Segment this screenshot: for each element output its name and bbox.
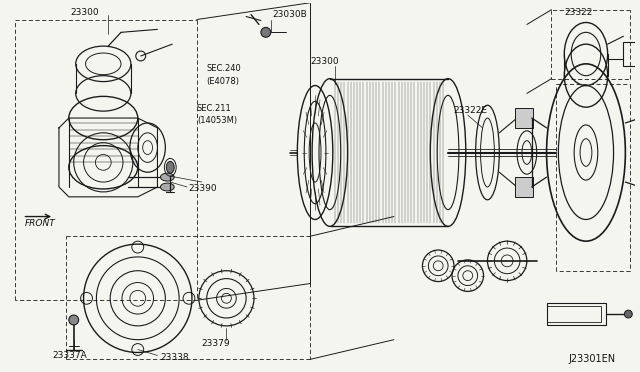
Ellipse shape — [161, 173, 174, 181]
Bar — [515, 108, 532, 128]
Ellipse shape — [166, 161, 174, 173]
Text: 23322: 23322 — [564, 8, 593, 17]
Ellipse shape — [625, 310, 632, 318]
Ellipse shape — [161, 183, 174, 191]
Ellipse shape — [261, 28, 271, 37]
Text: FRONT: FRONT — [24, 219, 55, 228]
Bar — [515, 177, 532, 197]
Bar — [623, 42, 638, 66]
Bar — [547, 303, 605, 325]
Bar — [547, 306, 601, 322]
Text: SEC.211: SEC.211 — [197, 104, 232, 113]
Text: 23337A: 23337A — [52, 351, 87, 360]
Text: 23322E: 23322E — [453, 106, 487, 115]
Text: 23379: 23379 — [202, 339, 230, 348]
Text: 23390: 23390 — [188, 185, 216, 193]
Text: (14053M): (14053M) — [197, 116, 237, 125]
Text: 23338: 23338 — [161, 353, 189, 362]
Ellipse shape — [69, 315, 79, 325]
Text: (E4078): (E4078) — [207, 77, 240, 86]
Text: SEC.240: SEC.240 — [207, 64, 241, 73]
Text: 23300: 23300 — [310, 57, 339, 66]
Text: 23030B: 23030B — [273, 10, 307, 19]
Text: J23301EN: J23301EN — [568, 355, 616, 364]
Text: 23300: 23300 — [71, 8, 99, 17]
